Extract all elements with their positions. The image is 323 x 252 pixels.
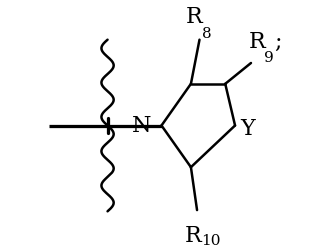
Text: N: N [132,115,152,137]
Text: R: R [185,224,202,246]
Text: ;: ; [274,31,282,53]
Text: 10: 10 [201,233,220,247]
Text: Y: Y [240,117,255,139]
Text: 8: 8 [202,26,212,41]
Text: 9: 9 [265,51,274,65]
Text: R: R [186,6,203,28]
Text: R: R [248,31,265,53]
